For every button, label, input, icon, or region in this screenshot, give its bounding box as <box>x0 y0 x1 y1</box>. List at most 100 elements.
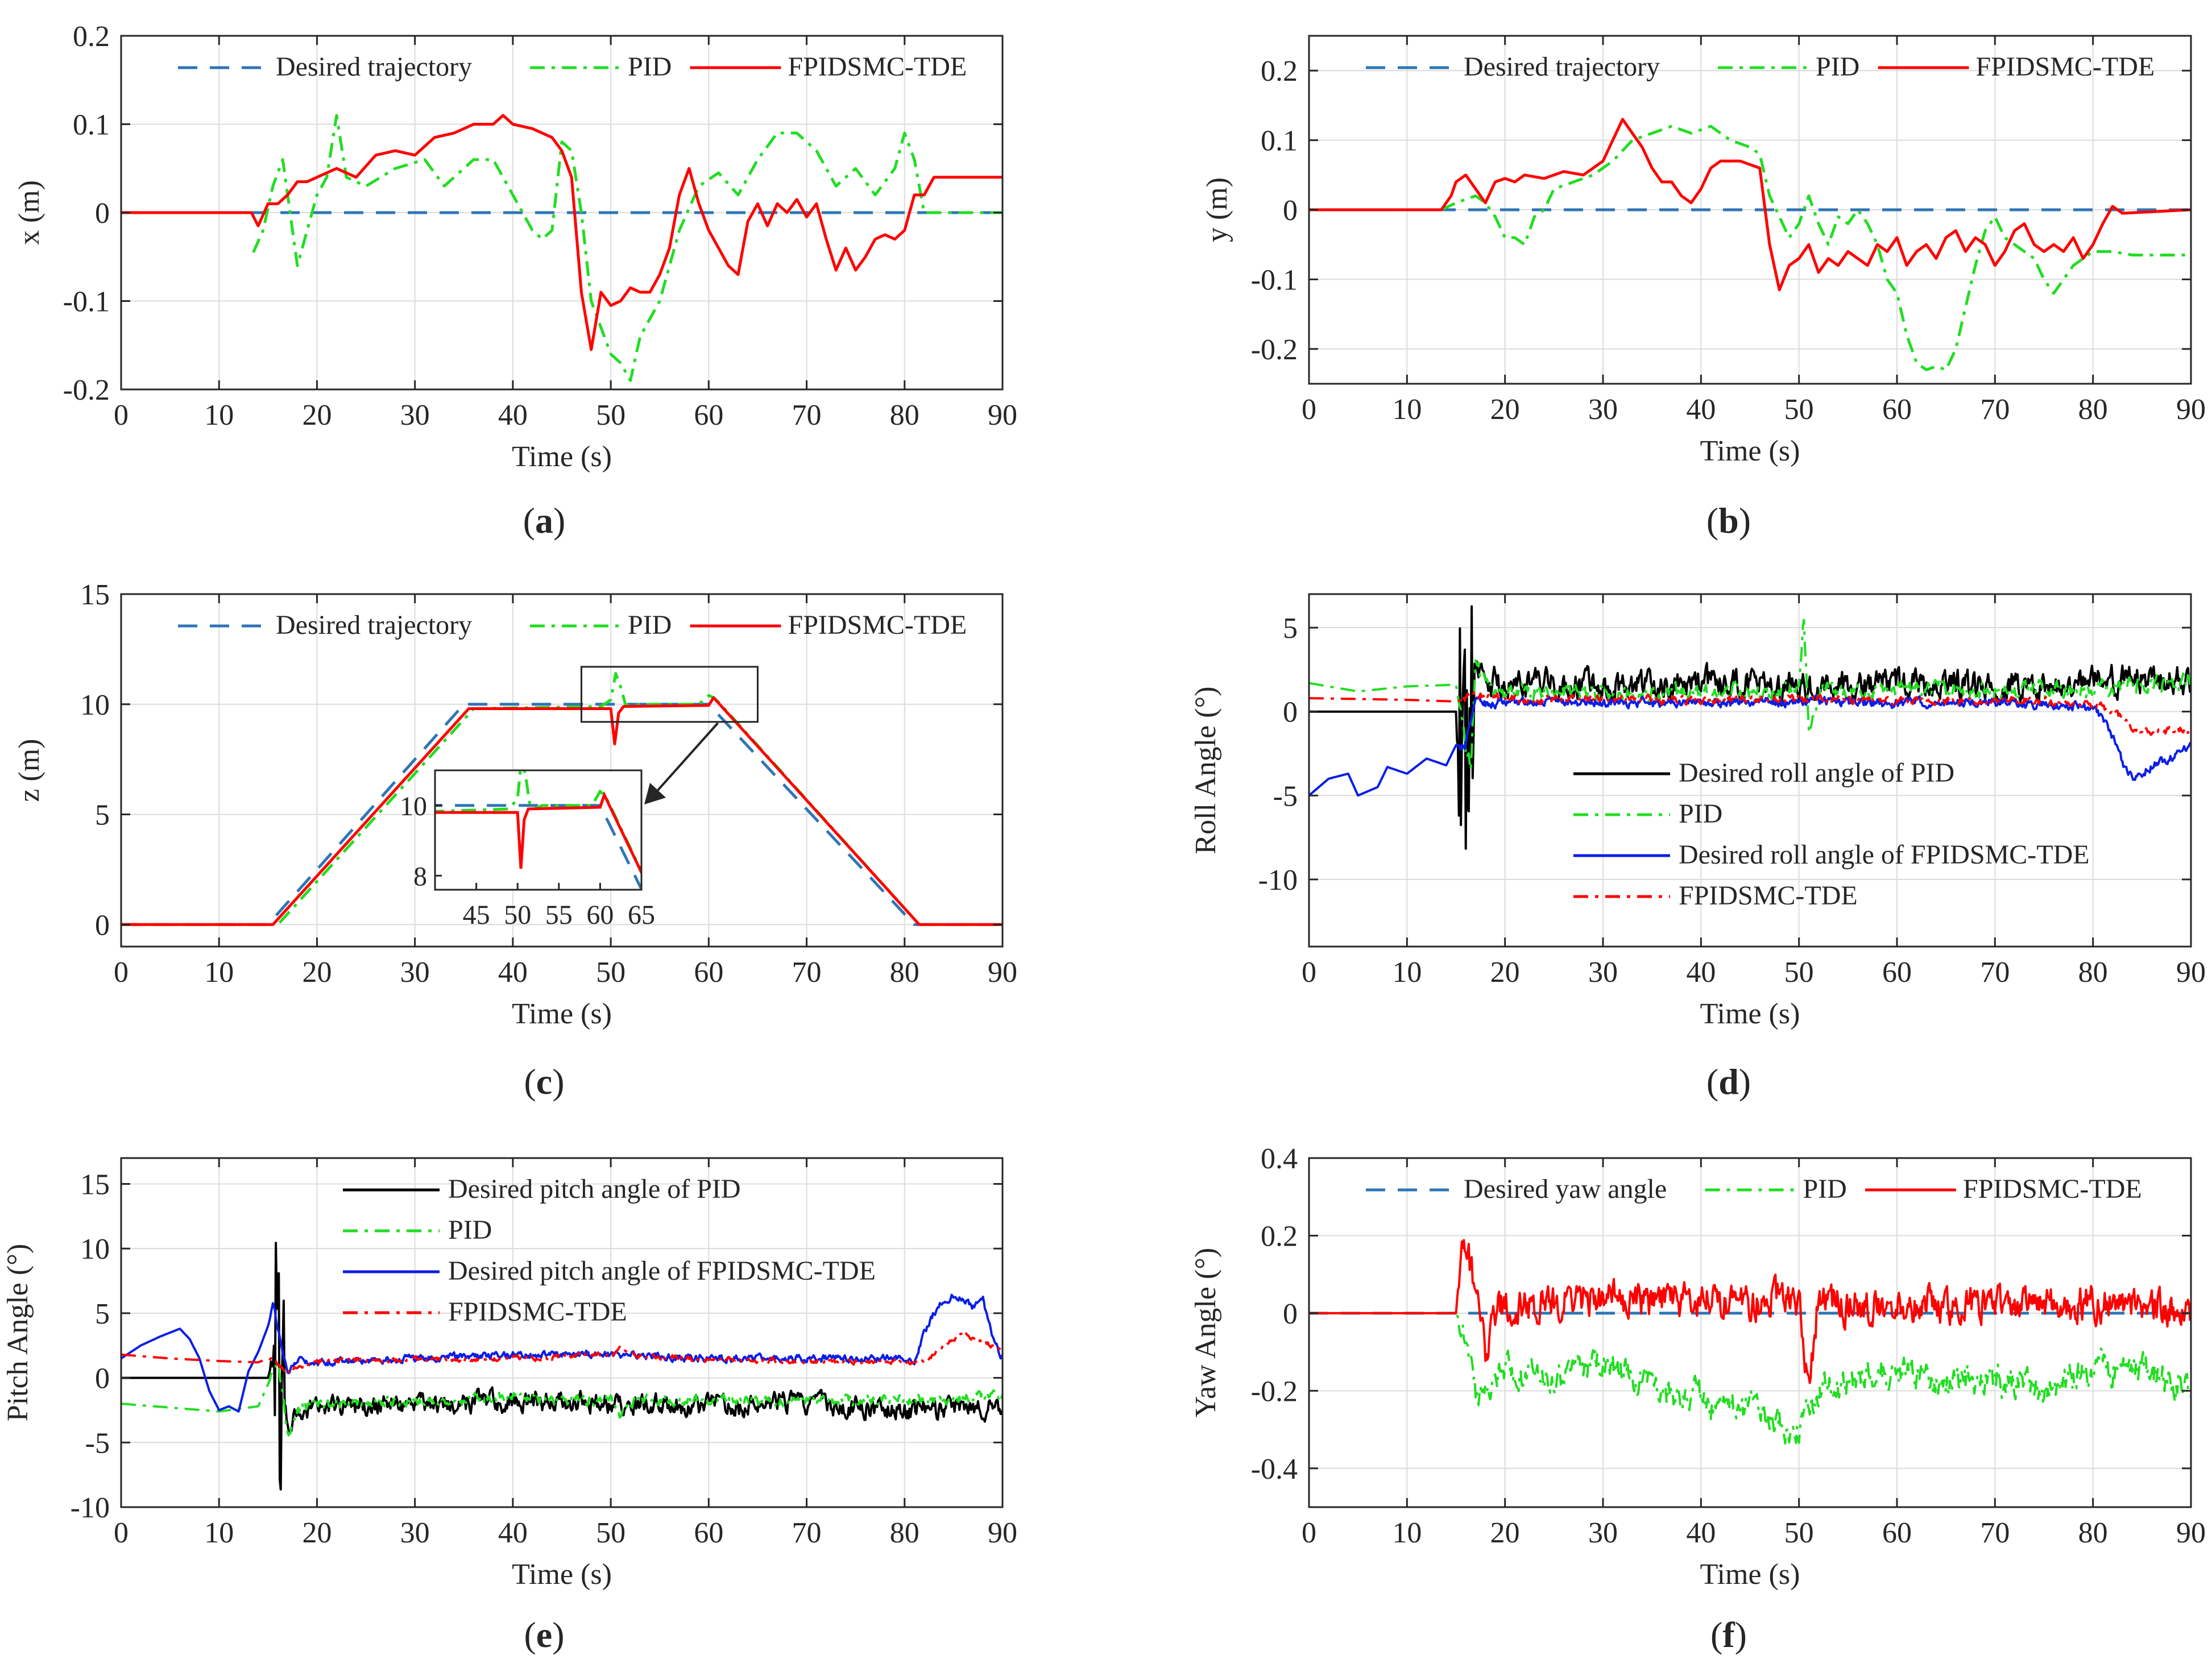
x-tick-label: 0 <box>1302 956 1316 989</box>
x-tick-label: 0 <box>114 1517 129 1549</box>
legend-entry: FPIDSMC-TDE <box>1963 1174 2142 1204</box>
paren: ) <box>1735 1615 1747 1655</box>
zoom-arrow <box>651 722 719 798</box>
legend-entry: PID <box>448 1215 492 1245</box>
y-tick-label: 0.2 <box>1261 1220 1298 1252</box>
y-tick-label: 0.2 <box>73 20 110 53</box>
y-tick-label: -5 <box>85 1427 110 1459</box>
legend-entry: PID <box>628 610 672 640</box>
y-tick-label: -0.2 <box>1251 1375 1298 1408</box>
panel-e: 0 10 20 30 40 50 60 70 80 90 -10 -5 0 5 10 15 Time (s) Pi… <box>2 1157 1017 1655</box>
x-axis-label: Time (s) <box>512 998 612 1030</box>
x-tick-label: 50 <box>1784 956 1814 989</box>
x-tick-label: 80 <box>2078 393 2108 426</box>
x-axis-label: Time (s) <box>1700 998 1800 1030</box>
x-tick-label: 20 <box>1490 393 1520 426</box>
y-tick-label: -0.4 <box>1251 1453 1298 1486</box>
x-tick-label: 60 <box>694 1517 723 1549</box>
y-tick-label: 5 <box>95 799 110 832</box>
series-line-fpidsmc-tde <box>121 696 1003 926</box>
y-tick-label: -5 <box>1273 780 1298 812</box>
x-tick-label: 80 <box>890 1517 919 1549</box>
paren: ( <box>524 1061 536 1102</box>
x-tick-label: 70 <box>792 1517 822 1549</box>
legend-entry: FPIDSMC-TDE <box>448 1297 627 1327</box>
panel-letter: e <box>536 1615 552 1655</box>
x-tick-label: 40 <box>498 399 528 432</box>
inset-x-tick-label: 65 <box>628 900 655 930</box>
x-tick-label: 0 <box>1302 393 1316 426</box>
x-tick-label: 30 <box>1588 1517 1618 1549</box>
inset-background <box>435 770 641 890</box>
x-tick-label: 50 <box>596 1517 626 1549</box>
panel-label: (b) <box>1706 500 1751 541</box>
series-line-fpidsmc-tde <box>1309 118 2191 292</box>
legend-entry: Desired trajectory <box>1464 52 1660 82</box>
x-tick-label: 70 <box>1980 393 2010 426</box>
panel-letter: b <box>1718 500 1739 541</box>
paren: ( <box>1706 1061 1718 1102</box>
panel-letter: f <box>1722 1615 1735 1655</box>
inset-x-tick-label: 50 <box>504 900 531 930</box>
legend-entry: Desired pitch angle of PID <box>448 1174 741 1204</box>
y-tick-label: -0.1 <box>1251 264 1298 296</box>
y-axis-label: Pitch Angle (°) <box>2 1244 34 1422</box>
series-line-fpidsmc-tde <box>121 114 1003 351</box>
x-tick-label: 20 <box>302 1517 332 1549</box>
grid <box>1308 1157 2192 1507</box>
paren: ) <box>1739 1061 1751 1102</box>
y-axis-label: x (m) <box>13 180 45 245</box>
legend: Desired roll angle of PID PID Desired roll… <box>1573 758 2090 911</box>
legend-entry: PID <box>628 52 672 82</box>
plot-frame <box>120 1157 1004 1508</box>
legend-entry: FPIDSMC-TDE <box>788 52 967 82</box>
y-tick-label: 0 <box>95 1363 110 1395</box>
paren: ( <box>1706 500 1718 541</box>
series-line-desired-pitch-angle-of-fpidsmc-tde <box>121 1293 1003 1413</box>
legend-entry: FPIDSMC-TDE <box>1679 881 1858 911</box>
y-tick-label: 5 <box>95 1298 110 1330</box>
legend-entry: PID <box>1816 52 1859 82</box>
paren: ( <box>1710 1615 1722 1655</box>
y-tick-label: 0 <box>1283 696 1298 729</box>
x-tick-label: 60 <box>1882 956 1912 989</box>
x-tick-label: 70 <box>1980 1517 2010 1549</box>
y-tick-label: -10 <box>71 1492 110 1524</box>
y-tick-label: 0 <box>95 197 110 230</box>
paren: ( <box>523 500 535 541</box>
legend-entry: Desired roll angle of PID <box>1679 758 1954 788</box>
paren: ) <box>552 1061 564 1102</box>
y-tick-label: 0.1 <box>1261 125 1298 157</box>
panel-label: (d) <box>1706 1061 1751 1102</box>
panel-letter: d <box>1718 1061 1739 1102</box>
inset-frame <box>434 769 643 891</box>
y-tick-label: -0.1 <box>63 286 110 318</box>
paren: ) <box>552 1615 564 1655</box>
inset-y-tick-label: 8 <box>413 861 427 891</box>
y-tick-label: 0.4 <box>1261 1143 1298 1175</box>
x-tick-label: 50 <box>1784 1517 1814 1549</box>
panel-a: 0 10 20 30 40 50 60 70 80 90 -0.2 -0.1 0 0.1 0.2 Time (… <box>13 20 1017 541</box>
legend: Desired pitch angle of PID PID Desired pit… <box>343 1174 876 1327</box>
x-tick-label: 10 <box>204 399 234 432</box>
grid <box>121 1158 1003 1508</box>
series-line-desired-pitch-angle-of-pid <box>121 1242 1003 1491</box>
y-tick-label: -0.2 <box>1251 334 1298 366</box>
inset-series <box>435 770 641 890</box>
inset-y-tick-label: 10 <box>400 791 427 822</box>
x-tick-label: 20 <box>302 399 332 432</box>
x-tick-label: 70 <box>792 399 822 432</box>
paren: ) <box>553 500 565 541</box>
x-tick-label: 40 <box>498 956 528 989</box>
legend-entry: PID <box>1803 1174 1847 1204</box>
x-tick-label: 70 <box>1980 956 2010 989</box>
panel-c: 0 10 20 30 40 50 60 70 80 90 0 5 10 15 Time (s) z (m) (c… <box>13 579 1017 1102</box>
y-tick-label: -0.2 <box>63 374 110 406</box>
x-tick-label: 10 <box>204 1517 234 1549</box>
inset-line <box>435 791 641 876</box>
legend: Desired trajectory PID FPIDSMC-TDE <box>178 52 967 82</box>
series-group <box>121 672 1003 926</box>
legend-entry: Desired pitch angle of FPIDSMC-TDE <box>448 1256 876 1286</box>
panel-f: 0 10 20 30 40 50 60 70 80 90 -0.4 -0.2 0 0.2 0.4 Time (… <box>1190 1143 2206 1655</box>
